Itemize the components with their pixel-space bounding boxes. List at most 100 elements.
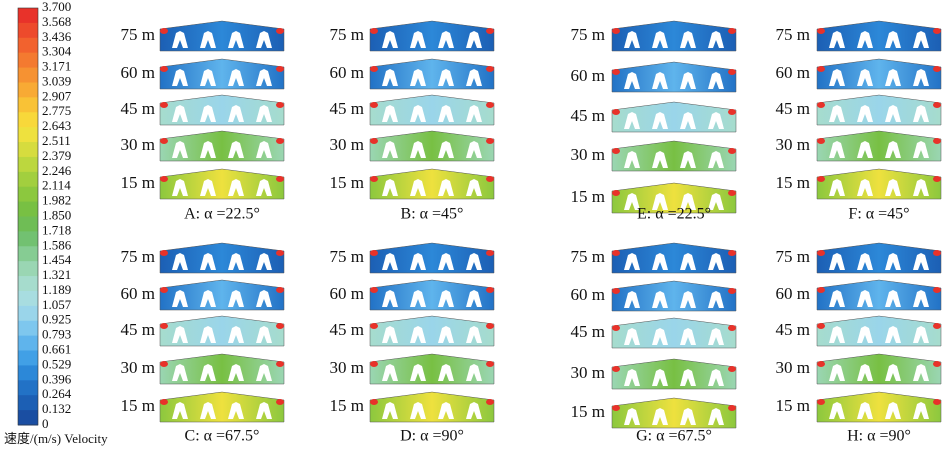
- height-label: 15 m: [330, 396, 364, 415]
- section-contour: [612, 398, 736, 428]
- colorbar-label: 1.057: [42, 297, 72, 312]
- section-contour: [160, 169, 284, 199]
- hot-spot: [370, 361, 378, 367]
- hot-spot: [160, 102, 168, 108]
- colorbar-label: 3.304: [42, 44, 72, 59]
- colorbar-label: 1.454: [42, 252, 72, 267]
- colorbar-segment: [18, 276, 38, 291]
- hot-spot: [817, 28, 825, 34]
- colorbar-segment: [18, 97, 38, 112]
- colorbar-segment: [18, 246, 38, 261]
- panel-caption: D: α =90°: [400, 428, 464, 445]
- height-label: 15 m: [776, 396, 810, 415]
- colorbar-segment: [18, 157, 38, 172]
- hot-spot: [370, 399, 378, 405]
- section-contour: [160, 131, 284, 161]
- colorbar-segment: [18, 395, 38, 410]
- colorbar-label: 3.436: [42, 29, 72, 44]
- height-label: 60 m: [121, 63, 155, 82]
- height-label: 45 m: [776, 320, 810, 339]
- height-label: 75 m: [121, 247, 155, 266]
- hot-spot: [276, 66, 284, 72]
- colorbar-segment: [18, 380, 38, 395]
- section-contour: [370, 131, 494, 161]
- hot-spot: [370, 102, 378, 108]
- height-label: 45 m: [571, 322, 605, 341]
- colorbar-label: 2.379: [42, 148, 71, 163]
- hot-spot: [370, 287, 378, 293]
- hot-spot: [370, 28, 378, 34]
- height-label: 75 m: [571, 247, 605, 266]
- hot-spot: [728, 190, 736, 196]
- hot-spot: [160, 287, 168, 293]
- hot-spot: [276, 176, 284, 182]
- section-contour: [817, 169, 941, 199]
- hot-spot: [933, 361, 941, 367]
- colorbar-segment: [18, 142, 38, 157]
- colorbar-segment: [18, 365, 38, 380]
- height-label: 75 m: [776, 247, 810, 266]
- colorbar-segment: [18, 231, 38, 246]
- panel-caption: F: α =45°: [848, 206, 909, 223]
- colorbar-segment: [18, 38, 38, 53]
- height-label: 45 m: [330, 99, 364, 118]
- hot-spot: [160, 323, 168, 329]
- hot-spot: [728, 69, 736, 75]
- height-label: 15 m: [571, 187, 605, 206]
- colorbar-segment: [18, 187, 38, 202]
- colorbar-segment: [18, 306, 38, 321]
- hot-spot: [612, 288, 620, 294]
- colorbar-label: 2.643: [42, 118, 71, 133]
- colorbar-segment: [18, 172, 38, 187]
- height-label: 45 m: [121, 99, 155, 118]
- section-contour: [370, 95, 494, 125]
- panel-caption: H: α =90°: [847, 428, 911, 445]
- height-label: 60 m: [571, 285, 605, 304]
- colorbar-segment: [18, 261, 38, 276]
- panel-caption: B: α =45°: [401, 206, 464, 223]
- hot-spot: [612, 69, 620, 75]
- colorbar-label: 2.907: [42, 88, 72, 103]
- colorbar-label: 0.132: [42, 401, 71, 416]
- hot-spot: [728, 288, 736, 294]
- hot-spot: [817, 138, 825, 144]
- section-contour: [817, 21, 941, 51]
- height-label: 45 m: [571, 106, 605, 125]
- section-contour: [817, 131, 941, 161]
- hot-spot: [486, 323, 494, 329]
- hot-spot: [817, 176, 825, 182]
- colorbar-label: 0.529: [42, 356, 71, 371]
- legend-title: 速度/(m/s) Velocity: [4, 431, 108, 446]
- section-contour: [370, 169, 494, 199]
- hot-spot: [486, 176, 494, 182]
- height-label: 15 m: [330, 173, 364, 192]
- colorbar-label: 2.246: [42, 163, 72, 178]
- colorbar-label: 1.850: [42, 207, 71, 222]
- height-label: 75 m: [776, 25, 810, 44]
- hot-spot: [933, 399, 941, 405]
- hot-spot: [933, 323, 941, 329]
- colorbar-label: 1.586: [42, 237, 72, 252]
- colorbar-segment: [18, 127, 38, 142]
- hot-spot: [817, 287, 825, 293]
- hot-spot: [370, 176, 378, 182]
- colorbar-segment: [18, 321, 38, 336]
- colorbar-segment: [18, 23, 38, 38]
- height-label: 30 m: [121, 358, 155, 377]
- colorbar-label: 0.661: [42, 342, 71, 357]
- section-contour: [370, 59, 494, 89]
- colorbar-label: 0.925: [42, 312, 71, 327]
- colorbar-label: 0: [42, 416, 49, 431]
- section-contour: [817, 243, 941, 273]
- section-contour: [612, 318, 736, 348]
- section-contour: [817, 354, 941, 384]
- hot-spot: [817, 323, 825, 329]
- hot-spot: [933, 28, 941, 34]
- colorbar-label: 1.189: [42, 282, 71, 297]
- hot-spot: [486, 66, 494, 72]
- hot-spot: [933, 66, 941, 72]
- section-contour: [817, 316, 941, 346]
- height-label: 60 m: [571, 66, 605, 85]
- colorbar-segment: [18, 82, 38, 97]
- hot-spot: [276, 28, 284, 34]
